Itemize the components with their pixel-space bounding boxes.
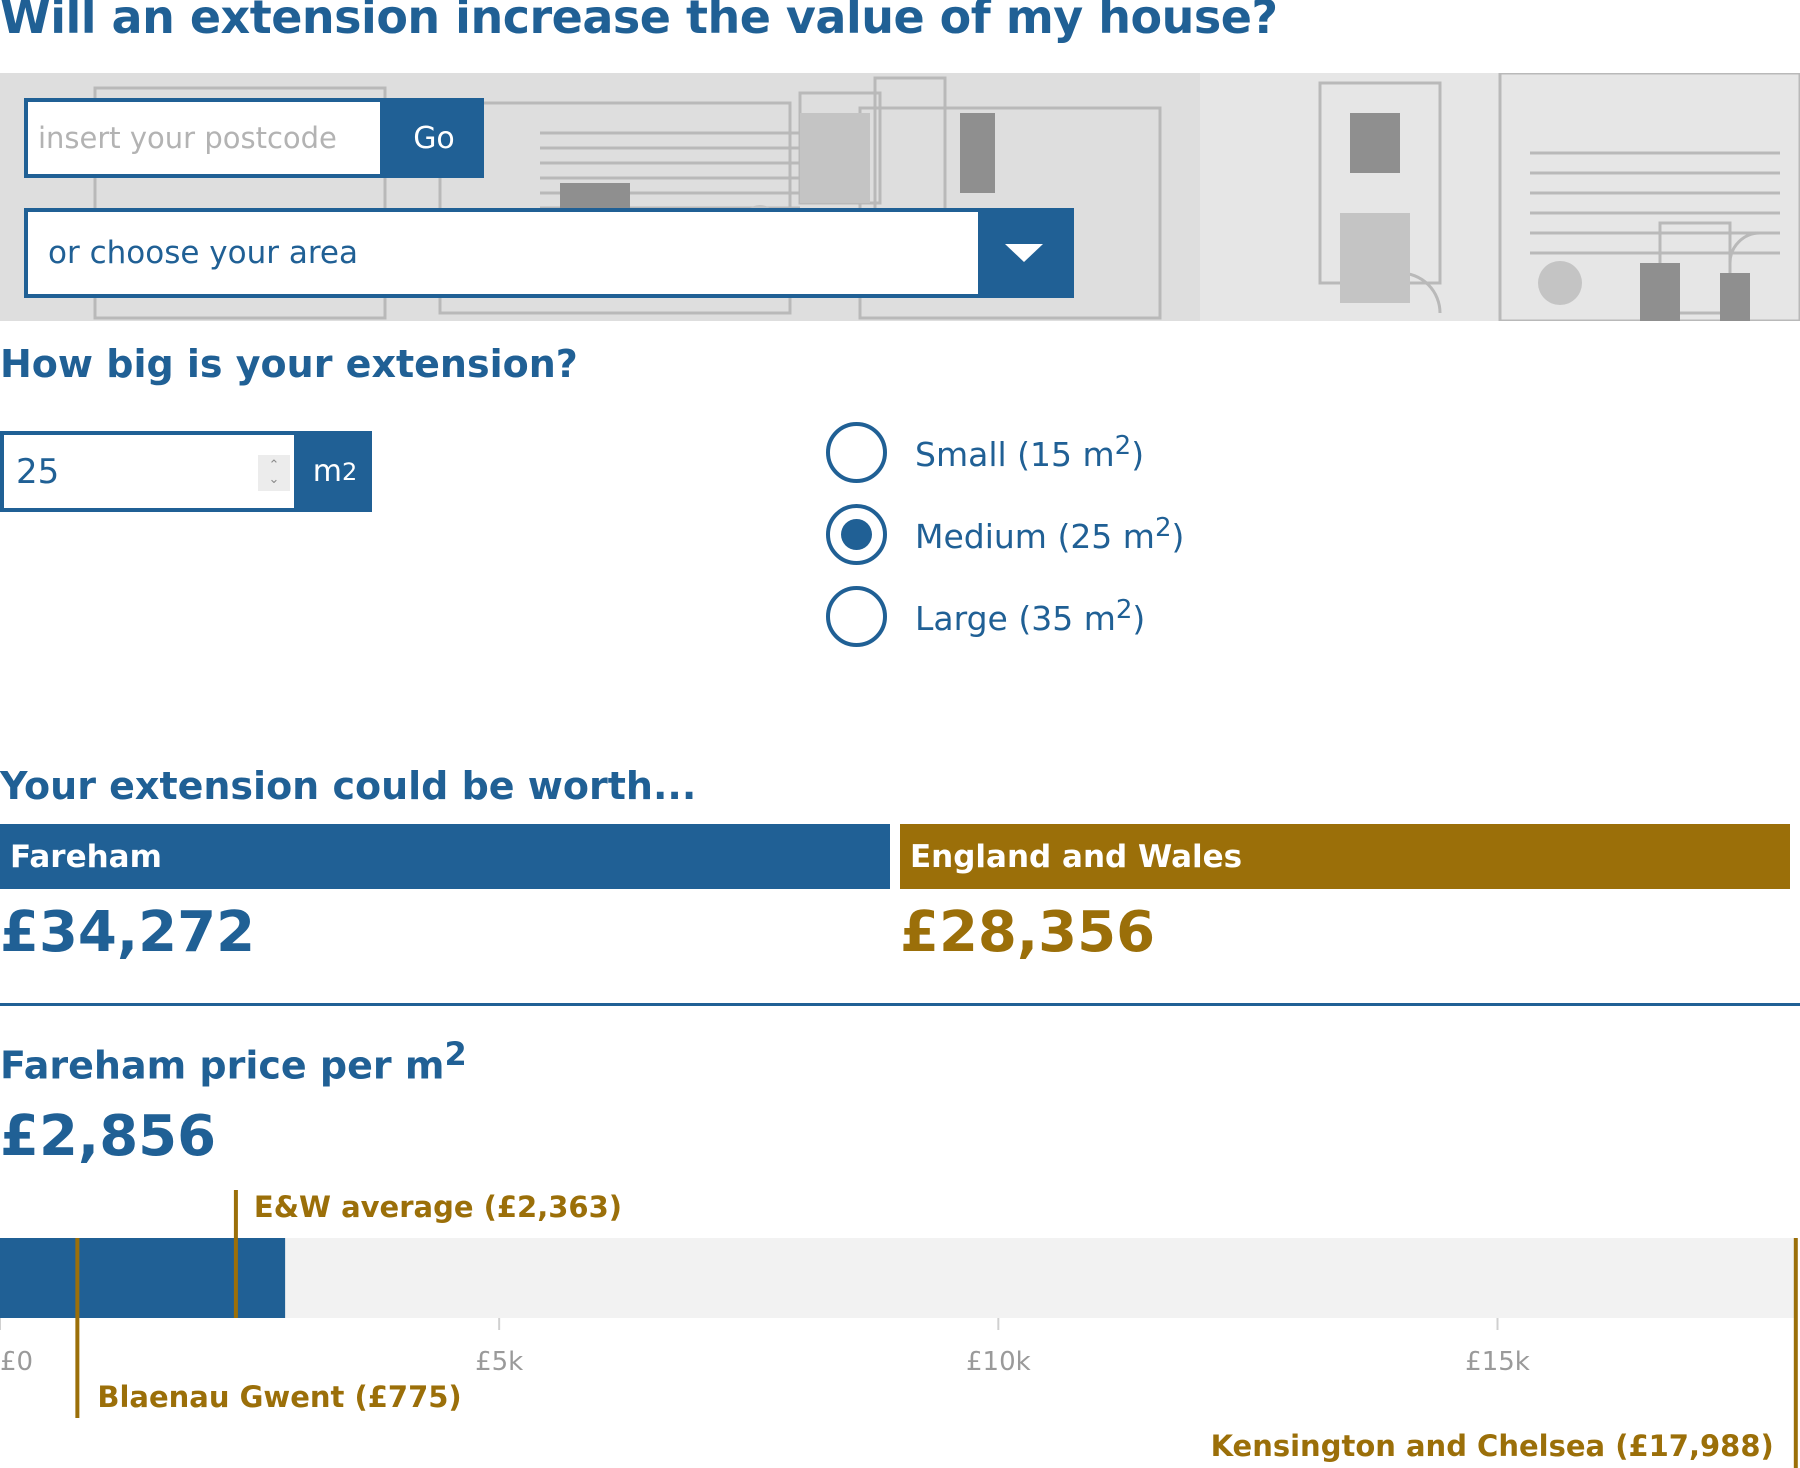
area-select-value: or choose your area: [48, 235, 358, 271]
chart-bar: [0, 1238, 286, 1318]
chart-track: [0, 1238, 1797, 1318]
radio-large-label: Large (35 m2): [915, 595, 1146, 638]
price-per-m2-chart: £0 £5k £10k £15k E&W average (£2,363) Blaenau…: [0, 1190, 1798, 1468]
section-divider: [0, 1003, 1800, 1006]
unit-sup: 2: [341, 457, 358, 486]
radio-medium[interactable]: Medium (25 m2): [826, 504, 1184, 565]
national-worth-value: £28,356: [900, 900, 1156, 965]
size-input-value: 25: [16, 451, 60, 492]
local-worth-value: £34,272: [0, 900, 256, 965]
size-heading: How big is your extension?: [0, 342, 578, 386]
area-select[interactable]: or choose your area: [24, 208, 1074, 298]
price-per-m2-heading: Fareham price per m2: [0, 1035, 467, 1088]
chart-tick-label: £0: [0, 1347, 33, 1377]
unit-text: m: [312, 454, 342, 489]
postcode-input[interactable]: [24, 98, 384, 178]
size-stepper[interactable]: ⌃ ⌄: [258, 455, 290, 491]
go-button[interactable]: Go: [384, 98, 484, 178]
radio-medium-label: Medium (25 m2): [915, 513, 1185, 556]
chart-tick-label: £10k: [966, 1347, 1031, 1377]
chevron-down-icon: [1005, 244, 1043, 262]
radio-large[interactable]: Large (35 m2): [826, 586, 1145, 647]
dropdown-toggle[interactable]: [978, 212, 1070, 294]
radio-large-circle[interactable]: [826, 586, 887, 647]
chart-tick-label: £5k: [475, 1347, 523, 1377]
stepper-up-icon[interactable]: ⌃: [268, 458, 280, 473]
radio-small-circle[interactable]: [826, 422, 887, 483]
page-title: Will an extension increase the value of …: [0, 0, 1278, 44]
price-per-m2-value: £2,856: [0, 1104, 217, 1169]
radio-medium-circle[interactable]: [826, 504, 887, 565]
size-input[interactable]: 25 ⌃ ⌄: [0, 431, 298, 512]
worth-heading: Your extension could be worth...: [0, 764, 697, 808]
postcode-search: Go: [24, 98, 484, 178]
chart-marker-label: Kensington and Chelsea (£17,988): [1211, 1429, 1774, 1463]
chart-tick-label: £15k: [1465, 1347, 1530, 1377]
radio-small[interactable]: Small (15 m2): [826, 422, 1144, 483]
radio-small-label: Small (15 m2): [915, 431, 1145, 474]
national-area-header: England and Wales: [900, 824, 1790, 889]
chart-marker-label: E&W average (£2,363): [254, 1190, 622, 1224]
stepper-down-icon[interactable]: ⌄: [268, 472, 280, 487]
local-area-header: Fareham: [0, 824, 890, 889]
chart-marker-label: Blaenau Gwent (£775): [97, 1380, 461, 1414]
